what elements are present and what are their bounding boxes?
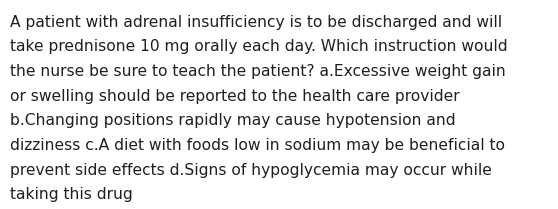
Text: dizziness c.A diet with foods low in sodium may be beneficial to: dizziness c.A diet with foods low in sod…: [10, 138, 505, 153]
Text: the nurse be sure to teach the patient? a.Excessive weight gain: the nurse be sure to teach the patient? …: [10, 64, 506, 79]
Text: taking this drug: taking this drug: [10, 187, 133, 202]
Text: A patient with adrenal insufficiency is to be discharged and will: A patient with adrenal insufficiency is …: [10, 15, 502, 30]
Text: prevent side effects d.Signs of hypoglycemia may occur while: prevent side effects d.Signs of hypoglyc…: [10, 163, 492, 178]
Text: take prednisone 10 mg orally each day. Which instruction would: take prednisone 10 mg orally each day. W…: [10, 39, 508, 54]
Text: or swelling should be reported to the health care provider: or swelling should be reported to the he…: [10, 89, 460, 104]
Text: b.Changing positions rapidly may cause hypotension and: b.Changing positions rapidly may cause h…: [10, 113, 456, 128]
